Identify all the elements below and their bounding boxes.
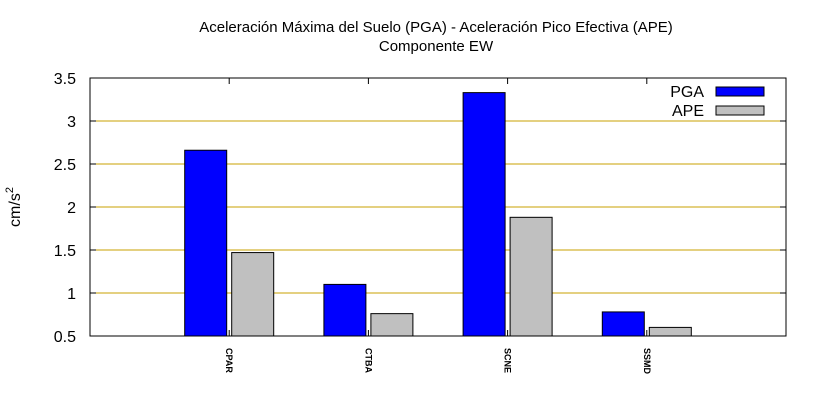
bar-pga-ctba <box>323 283 367 337</box>
legend-label-pga: PGA <box>670 84 704 101</box>
x-category-label: CTBA <box>363 348 373 373</box>
bars <box>184 92 692 337</box>
y-tick-label: 3.5 <box>54 71 76 88</box>
bar-pga-scne <box>462 92 506 337</box>
y-tick-label: 1.5 <box>54 243 76 260</box>
bar-ape-cpar <box>231 252 275 337</box>
y-axis-label: cm/s2 <box>4 187 24 227</box>
x-category-label: SSMD <box>642 348 652 375</box>
bar-pga-ssmd <box>601 311 645 337</box>
y-tick-label: 3 <box>67 114 76 131</box>
x-category-label: SCNE <box>503 348 513 373</box>
legend-swatch-pga <box>715 86 765 97</box>
y-tick-label: 2.5 <box>54 157 76 174</box>
y-axis-ticks: 0.5 1 1.5 2 2.5 3 3.5 <box>54 71 786 346</box>
chart-subtitle: Componente EW <box>379 38 494 55</box>
x-category-label: CPAR <box>224 348 234 373</box>
y-tick-label: 0.5 <box>54 329 76 346</box>
legend: PGA APE <box>670 84 765 120</box>
chart-title: Aceleración Máxima del Suelo (PGA) - Ace… <box>199 19 673 36</box>
bar-ape-scne <box>509 216 553 337</box>
bar-ape-ssmd <box>648 326 692 337</box>
bar-pga-cpar <box>184 149 228 337</box>
bar-ape-ctba <box>370 313 414 337</box>
x-axis-category-labels: CPAR CTBA SCNE SSMD <box>224 78 652 375</box>
legend-swatch-ape <box>715 105 765 116</box>
y-axis-label-unit: cm/s <box>7 193 24 227</box>
legend-label-ape: APE <box>672 103 704 120</box>
y-axis-label-exponent: 2 <box>4 187 16 193</box>
y-tick-label: 1 <box>67 286 76 303</box>
y-tick-label: 2 <box>67 200 76 217</box>
